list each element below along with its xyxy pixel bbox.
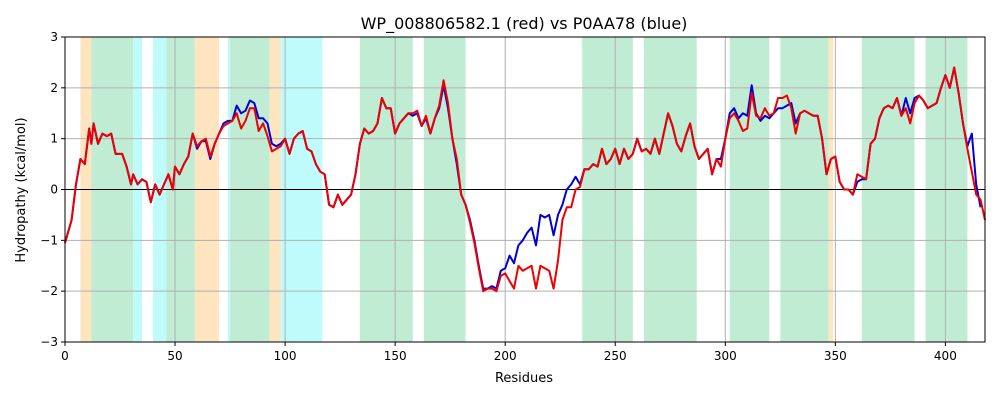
y-tick-label: −1: [40, 233, 58, 247]
y-tick-label: 1: [50, 132, 58, 146]
x-tick-label: 400: [934, 349, 957, 363]
x-axis-label: Residues: [495, 371, 553, 386]
x-tick-label: 300: [714, 349, 737, 363]
x-tick-label: 0: [61, 349, 69, 363]
x-tick-label: 100: [274, 349, 297, 363]
y-tick-label: 2: [50, 81, 58, 95]
x-tick-label: 350: [824, 349, 847, 363]
x-tick-label: 150: [384, 349, 407, 363]
x-tick-label: 250: [604, 349, 627, 363]
x-axis-ticks: 0 50 100 150 200 250 300 350 400: [61, 342, 957, 363]
chart-title: WP_008806582.1 (red) vs P0AA78 (blue): [361, 14, 688, 34]
y-tick-label: −2: [40, 284, 58, 298]
y-tick-label: 0: [50, 183, 58, 197]
series-lines: [64, 66, 986, 293]
x-tick-label: 200: [494, 349, 517, 363]
y-axis-label: Hydropathy (kcal/mol): [14, 117, 29, 262]
y-tick-label: −3: [40, 335, 58, 349]
y-axis-ticks: −3 −2 −1 0 1 2 3: [40, 30, 65, 349]
series-line: [64, 66, 986, 293]
x-tick-label: 50: [167, 349, 182, 363]
y-tick-label: 3: [50, 30, 58, 44]
